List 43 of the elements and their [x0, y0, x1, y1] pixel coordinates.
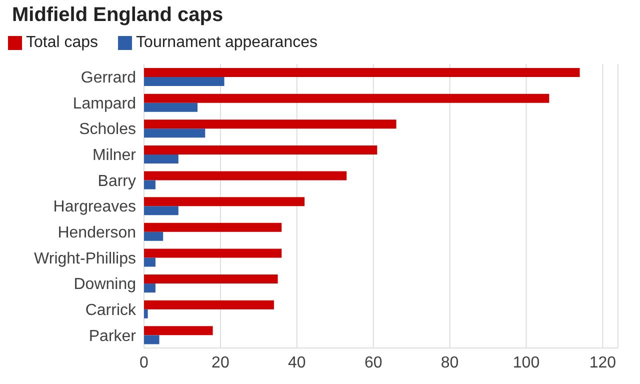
y-tick-label: Downing	[74, 276, 136, 294]
bar	[144, 102, 198, 112]
x-tick-label: 80	[440, 354, 459, 372]
bar	[144, 284, 156, 293]
y-tick-label: Wright-Phillips	[34, 250, 136, 268]
y-tick-label: Henderson	[58, 224, 136, 242]
bar	[144, 77, 224, 86]
bar	[144, 335, 160, 344]
bar	[144, 274, 278, 284]
x-tick-label: 120	[589, 354, 616, 372]
bar	[144, 248, 282, 258]
x-tick-label: 60	[364, 354, 382, 372]
bar	[144, 94, 550, 103]
bar	[144, 206, 178, 216]
bar	[144, 171, 347, 180]
x-tick-label: 100	[512, 354, 540, 372]
y-tick-label: Milner	[92, 147, 137, 164]
y-tick-label: Lampard	[72, 95, 136, 112]
bar	[144, 197, 305, 206]
y-tick-label: Hargreaves	[53, 198, 136, 216]
bar	[144, 232, 164, 241]
legend-label: Total caps	[26, 34, 98, 51]
x-tick-label: 20	[212, 354, 230, 372]
x-tick-label: 40	[288, 354, 306, 372]
bar	[144, 309, 148, 318]
y-tick-label: Parker	[88, 328, 137, 345]
bar	[144, 222, 282, 232]
chart-title: Midfield England caps	[12, 4, 224, 27]
bar	[144, 154, 178, 164]
bar	[144, 128, 206, 138]
bar	[144, 68, 580, 77]
y-tick-label: Scholes	[79, 121, 136, 138]
y-tick-label: Carrick	[85, 302, 137, 319]
bar	[144, 300, 274, 310]
legend-label: Tournament appearances	[136, 34, 318, 51]
bar	[144, 120, 396, 129]
y-tick-label: Barry	[98, 172, 136, 190]
bar	[144, 258, 156, 267]
bar	[144, 180, 156, 190]
y-tick-label: Gerrard	[80, 70, 136, 87]
bar	[144, 326, 213, 336]
bar	[144, 145, 378, 154]
x-tick-label: 0	[140, 354, 149, 372]
